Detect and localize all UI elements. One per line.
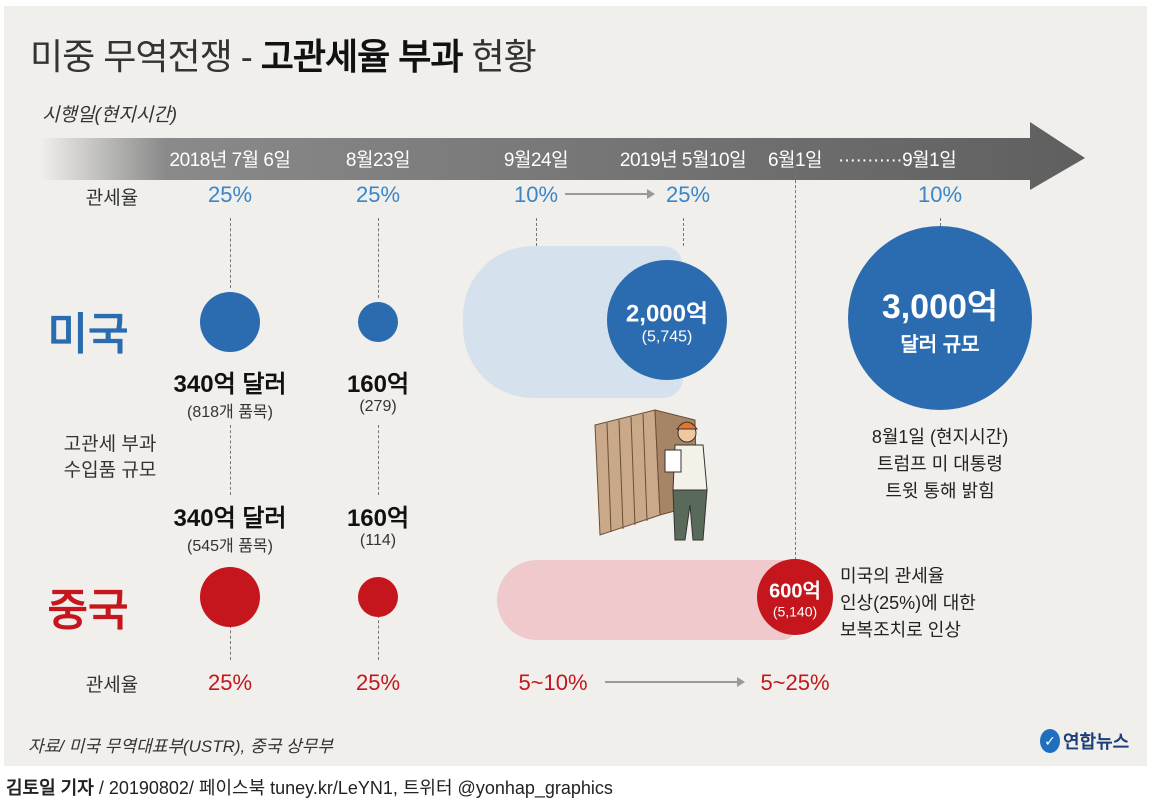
us-tariff-arrow-icon xyxy=(565,189,655,199)
china-tariff-4: 5~25% xyxy=(760,670,830,695)
china-round2-items: (114) xyxy=(359,532,397,549)
us-tariff-2: 25% xyxy=(355,182,401,207)
date-1: 2018년 7월 6일 xyxy=(169,150,291,171)
us-round1-amount: 340억 달러 xyxy=(173,371,287,398)
us-round3-circle xyxy=(607,260,727,380)
timeline-arrow xyxy=(40,122,1085,190)
china-round3-blob xyxy=(497,560,797,640)
container-worker-illustration xyxy=(594,409,708,541)
us-label: 미국 xyxy=(47,310,129,359)
divider xyxy=(536,218,537,246)
china-tariff-2: 25% xyxy=(355,670,401,695)
us-round4-circle xyxy=(848,226,1032,410)
title-bold: 고관세율 부과 xyxy=(260,36,464,77)
date-4: 2019년 5월10일 xyxy=(619,150,747,171)
divider xyxy=(230,218,231,288)
date-6: ···········9월1일 xyxy=(838,150,957,171)
china-tariff-label: 관세율 xyxy=(85,675,139,696)
yonhap-logo: ✓ 연합뉴스 xyxy=(1040,728,1129,754)
note-line: 보복조치로 인상 xyxy=(840,620,961,640)
china-round3-label: 600억 (5,140) xyxy=(769,575,821,620)
us-round1-items: (818개 품목) xyxy=(187,404,273,421)
yonhap-logo-text: 연합뉴스 xyxy=(1063,732,1130,752)
note-line: 미국의 관세율 xyxy=(840,566,945,586)
us-round4-amount: 3,000억 xyxy=(881,288,999,326)
us-tariff-5: 10% xyxy=(917,182,963,207)
title-part3: 현황 xyxy=(462,36,536,77)
date-2: 8월23일 xyxy=(345,150,411,171)
china-label: 중국 xyxy=(47,586,129,635)
us-round3-items: (5,745) xyxy=(641,328,693,346)
china-tariff-3: 5~10% xyxy=(518,670,588,695)
note-line: 8월1일 (현지시간) xyxy=(871,427,1009,447)
divider xyxy=(230,425,231,495)
import-scale-line1: 고관세 부과 xyxy=(63,434,157,455)
us-tariff-label: 관세율 xyxy=(85,188,139,209)
source-note: 자료/ 미국 무역대표부(USTR), 중국 상무부 xyxy=(28,737,333,756)
timeline-label: 시행일(현지시간) xyxy=(42,105,178,126)
china-tariff-1: 25% xyxy=(207,670,253,695)
china-round3-circle xyxy=(757,559,833,635)
us-tariff-1: 25% xyxy=(207,182,253,207)
us-round3-amount: 2,000억 xyxy=(625,300,709,328)
byline-author: 김토일 기자 xyxy=(6,778,94,798)
divider xyxy=(378,615,379,660)
divider xyxy=(795,165,796,560)
us-round2-amount: 160억 xyxy=(346,371,410,398)
note-line: 트윗 통해 밝힘 xyxy=(885,481,995,501)
date-3: 9월24일 xyxy=(503,150,569,171)
divider xyxy=(230,625,231,660)
china-round2-circle xyxy=(358,577,398,617)
china-tariff-arrow-icon xyxy=(605,677,745,687)
china-round1-items: (545개 품목) xyxy=(187,538,273,555)
page-title: 미중 무역전쟁 - 고관세율 부과 현황 xyxy=(30,28,537,80)
divider xyxy=(378,425,379,495)
yonhap-logo-icon: ✓ xyxy=(1040,729,1060,753)
us-round1-circle xyxy=(200,292,260,352)
title-part1: 미중 무역전쟁 - xyxy=(30,36,261,77)
china-round2-amount: 160억 xyxy=(346,505,410,532)
china-round1-circle xyxy=(200,567,260,627)
byline: 김토일 기자 / 20190802/ 페이스북 tuney.kr/LeYN1, … xyxy=(6,774,613,800)
china-round1-amount: 340억 달러 xyxy=(173,505,287,532)
us-round2-items: (279) xyxy=(359,398,397,415)
byline-details: / 20190802/ 페이스북 tuney.kr/LeYN1, 트위터 @yo… xyxy=(93,778,613,798)
import-scale-line2: 수입품 규모 xyxy=(63,460,157,481)
us-tariff-3: 10% xyxy=(513,182,559,207)
divider xyxy=(683,218,684,246)
date-5: 6월1일 xyxy=(767,150,823,171)
us-tariff-4: 25% xyxy=(665,182,711,207)
us-round2-circle xyxy=(358,302,398,342)
us-round3-label: 2,000억 (5,745) xyxy=(626,294,708,347)
divider xyxy=(378,218,379,298)
note-line: 트럼프 미 대통령 xyxy=(877,454,1003,474)
us-round4-unit: 달러 규모 xyxy=(900,334,980,356)
note-line: 인상(25%)에 대한 xyxy=(840,593,976,613)
china-round3-items: (5,140) xyxy=(772,603,818,620)
china-round3-amount: 600억 xyxy=(769,580,821,603)
